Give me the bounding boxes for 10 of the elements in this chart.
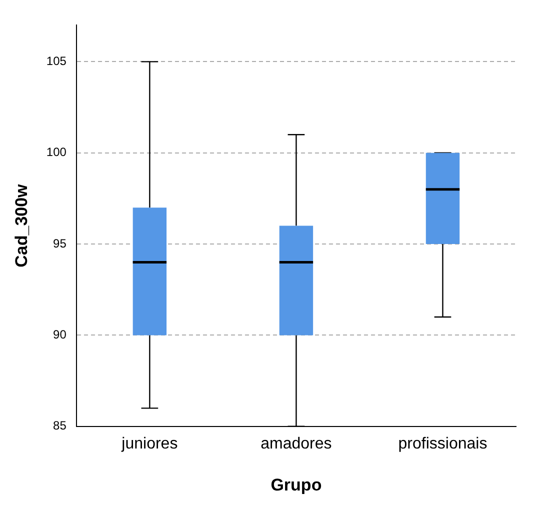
y-tick-label: 95 xyxy=(53,236,67,250)
x-tick-label: profissionais xyxy=(398,435,488,452)
y-tick-label: 90 xyxy=(53,328,67,342)
x-axis-title: Grupo xyxy=(270,475,322,494)
y-tick-label: 85 xyxy=(53,418,67,433)
x-tick-label: juniores xyxy=(120,435,178,452)
x-tick-label: amadores xyxy=(260,435,332,452)
y-tick-label: 105 xyxy=(46,54,67,68)
y-tick-label: 100 xyxy=(46,145,67,160)
y-axis-title: Cad_300w xyxy=(12,183,31,268)
